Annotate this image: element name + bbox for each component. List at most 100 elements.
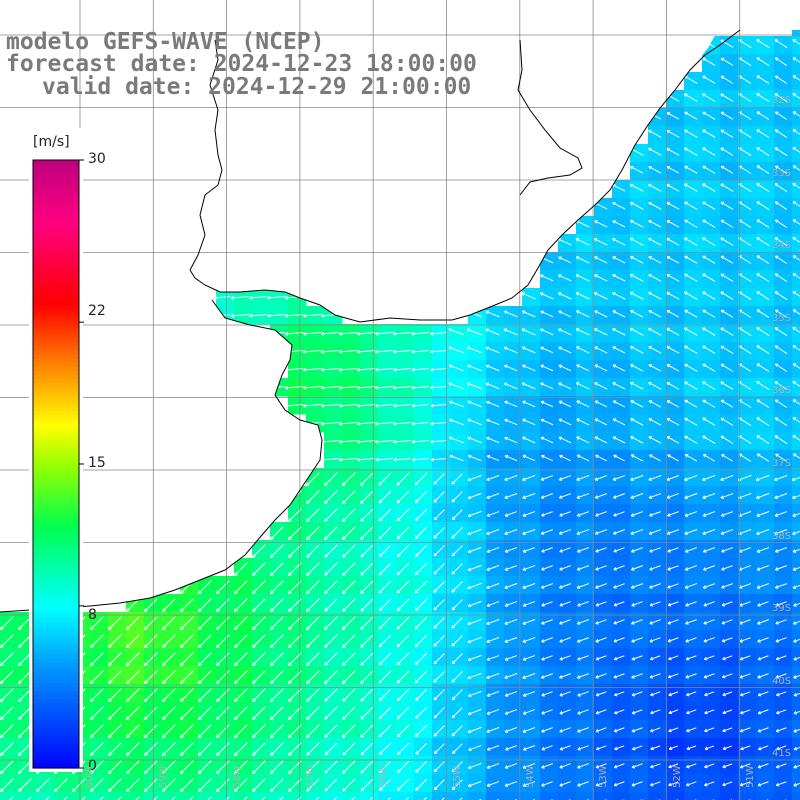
wind-arrow bbox=[0, 652, 14, 666]
wind-arrow bbox=[540, 310, 554, 318]
colorbar-segment bbox=[33, 419, 79, 425]
wind-arrow bbox=[614, 709, 625, 715]
wind-arrow bbox=[792, 584, 800, 589]
colorbar-segment bbox=[33, 245, 79, 250]
wind-arrow bbox=[668, 691, 679, 697]
wind-arrow bbox=[774, 529, 788, 535]
wind-speed-cell bbox=[720, 792, 739, 800]
wind-arrow bbox=[720, 237, 734, 246]
wind-arrow bbox=[180, 634, 194, 648]
wind-arrow bbox=[0, 778, 14, 792]
wind-arrow bbox=[338, 385, 358, 390]
wind-arrow bbox=[792, 530, 800, 536]
wind-arrow bbox=[648, 327, 662, 336]
wind-arrow bbox=[774, 327, 788, 337]
wind-arrow bbox=[45, 796, 50, 800]
wind-arrow bbox=[448, 328, 465, 336]
wind-arrow bbox=[430, 403, 447, 408]
colorbar-segment bbox=[33, 285, 79, 291]
wind-arrow bbox=[704, 727, 715, 733]
wind-arrow bbox=[441, 797, 445, 800]
colorbar-segment bbox=[33, 468, 79, 473]
wind-arrow bbox=[108, 652, 122, 666]
colorbar-segment bbox=[33, 504, 79, 510]
wind-arrow bbox=[324, 508, 338, 522]
wind-arrow bbox=[702, 129, 716, 138]
wind-arrow bbox=[756, 129, 770, 139]
wind-arrow bbox=[504, 691, 518, 697]
wind-arrow bbox=[324, 490, 338, 504]
wind-arrow bbox=[342, 490, 356, 504]
colorbar-segment bbox=[33, 630, 79, 635]
colorbar-segment bbox=[33, 707, 79, 712]
wind-arrow bbox=[666, 381, 680, 390]
wind-arrow bbox=[126, 670, 140, 684]
wind-arrow bbox=[467, 600, 482, 608]
wind-arrow bbox=[430, 457, 446, 462]
wind-arrow bbox=[393, 403, 411, 408]
wind-arrow bbox=[415, 760, 428, 773]
wind-arrow bbox=[356, 331, 376, 336]
wind-arrow bbox=[216, 598, 230, 612]
wind-arrow bbox=[756, 327, 770, 337]
wind-arrow bbox=[415, 544, 428, 557]
wind-arrow bbox=[288, 670, 302, 684]
wind-arrow bbox=[629, 327, 644, 336]
wind-arrow bbox=[630, 529, 644, 535]
wind-arrow bbox=[162, 688, 176, 702]
wind-speed-cell bbox=[18, 792, 37, 800]
wind-speed-cell bbox=[792, 180, 800, 199]
wind-arrow bbox=[630, 511, 644, 517]
wind-arrow bbox=[126, 706, 140, 720]
wind-arrow bbox=[703, 619, 715, 625]
wind-arrow bbox=[486, 582, 500, 590]
wind-arrow bbox=[378, 670, 392, 684]
colorbar-segment bbox=[33, 686, 79, 692]
wind-arrow bbox=[234, 652, 248, 666]
wind-arrow bbox=[467, 436, 482, 444]
wind-arrow bbox=[702, 583, 716, 589]
wind-arrow bbox=[684, 165, 698, 174]
wind-arrow bbox=[703, 655, 715, 661]
colorbar-segment bbox=[33, 395, 79, 400]
lon-label: 52W bbox=[672, 765, 683, 788]
wind-speed-cell bbox=[306, 792, 325, 800]
wind-arrow bbox=[576, 454, 590, 462]
wind-arrow bbox=[356, 403, 376, 408]
colorbar-segment bbox=[33, 374, 79, 380]
wind-arrow bbox=[459, 797, 463, 800]
wind-arrow bbox=[270, 670, 284, 684]
wind-arrow bbox=[666, 493, 680, 499]
wind-arrow bbox=[306, 778, 320, 792]
wind-arrow bbox=[739, 673, 751, 679]
wind-arrow bbox=[540, 436, 554, 444]
wind-arrow bbox=[648, 381, 662, 390]
wind-arrow bbox=[541, 709, 553, 715]
wind-arrow bbox=[392, 331, 411, 336]
wind-arrow bbox=[595, 511, 607, 517]
wind-arrow bbox=[793, 656, 800, 661]
wind-arrow bbox=[216, 670, 230, 684]
lat-label: 37S bbox=[772, 458, 792, 469]
colorbar-segment bbox=[33, 192, 79, 198]
wind-arrow bbox=[521, 328, 536, 336]
wind-arrow bbox=[270, 706, 284, 720]
wind-arrow bbox=[702, 291, 716, 300]
wind-speed-cell bbox=[792, 414, 800, 433]
wind-arrow bbox=[356, 349, 376, 354]
wind-arrow bbox=[0, 760, 14, 774]
wind-arrow bbox=[433, 725, 445, 737]
wind-arrow bbox=[612, 529, 625, 535]
wind-arrow bbox=[360, 526, 374, 540]
wind-arrow bbox=[577, 727, 589, 733]
wind-arrow bbox=[703, 673, 715, 679]
wind-arrow bbox=[360, 490, 374, 504]
wind-arrow bbox=[288, 580, 302, 594]
wind-arrow bbox=[720, 129, 734, 138]
wind-arrow bbox=[594, 400, 608, 408]
wind-arrow bbox=[467, 690, 482, 698]
wind-arrow bbox=[774, 255, 788, 264]
wind-arrow bbox=[252, 688, 266, 702]
wind-arrow bbox=[613, 454, 625, 462]
wind-arrow bbox=[81, 796, 86, 800]
